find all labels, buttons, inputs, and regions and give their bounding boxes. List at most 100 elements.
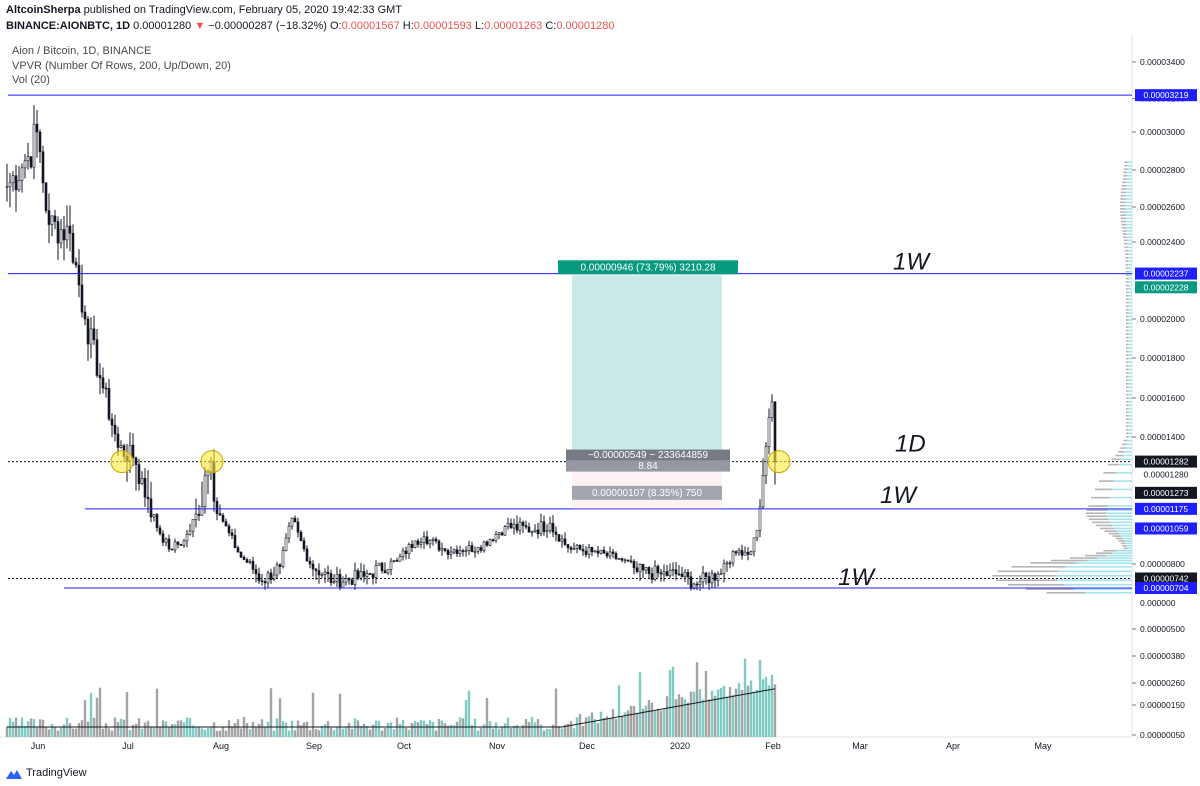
footer-brand[interactable]: TradingView: [26, 767, 87, 779]
volume-bar: [368, 729, 372, 737]
volume-bar: [377, 720, 381, 737]
candle-body: [362, 571, 366, 577]
volume-bar: [533, 722, 537, 737]
volume-profile-up: [1119, 532, 1132, 535]
volume-profile-down: [1120, 542, 1126, 545]
volume-bar: [608, 718, 612, 737]
volume-profile-up: [1128, 319, 1132, 321]
volume-bar: [545, 728, 549, 737]
legend-volume[interactable]: Vol (20): [12, 74, 50, 86]
volume-profile-down: [1123, 236, 1128, 239]
volume-bar: [314, 729, 318, 737]
candle-body: [683, 572, 687, 578]
volume-profile-down: [1120, 217, 1126, 220]
legend-vpvr[interactable]: VPVR (Number Of Rows, 200, Up/Down, 20): [12, 59, 231, 72]
open-value: 0.00001567: [341, 20, 400, 32]
candle-body: [500, 532, 504, 536]
candle-body: [473, 550, 477, 553]
candle-body: [518, 521, 522, 531]
highlight-circle[interactable]: [200, 450, 224, 474]
candle-body: [524, 525, 528, 528]
candle-body: [95, 339, 99, 376]
candle-body: [530, 531, 534, 533]
highlight-circle[interactable]: [767, 450, 791, 474]
candle-body: [548, 522, 552, 532]
volume-profile-up: [1128, 305, 1132, 307]
candle-body: [227, 525, 231, 534]
volume-profile-up: [1128, 253, 1132, 255]
candle-body: [455, 549, 459, 555]
volume-profile-up: [1125, 198, 1132, 200]
volume-profile-up: [1116, 549, 1132, 552]
volume-bar: [410, 722, 414, 737]
price-label-last: 0.00001280: [1144, 470, 1189, 480]
candle-body: [569, 547, 573, 550]
volume-profile-down: [1126, 411, 1129, 414]
volume-bar: [707, 699, 711, 737]
volume-bar: [563, 724, 567, 737]
candle-body: [329, 573, 333, 584]
price-chart[interactable]: 0.00000946 (73.79%) 3210.28 −0.00000549 ~…: [0, 34, 1200, 762]
candle-body: [698, 581, 702, 585]
candle-body: [335, 574, 339, 582]
candle-body: [743, 551, 747, 556]
volume-profile-down: [992, 575, 1056, 577]
candle-body: [740, 550, 744, 556]
volume-profile-up: [1128, 336, 1132, 339]
volume-profile-down: [1085, 554, 1107, 557]
volume-bar: [521, 725, 525, 737]
volume-profile-up: [1127, 246, 1132, 249]
highlight-circle[interactable]: [110, 450, 134, 474]
down-arrow-icon: ▼: [194, 20, 206, 32]
volume-bar: [158, 727, 162, 737]
candle-body: [161, 533, 165, 543]
volume-profile-down: [1124, 253, 1129, 255]
volume-profile-down: [1095, 524, 1113, 527]
volume-bar: [758, 659, 762, 737]
candle-body: [374, 565, 378, 578]
volume-bar: [152, 727, 156, 737]
candle-body: [269, 572, 273, 580]
volume-profile-up: [1128, 308, 1132, 311]
volume-profile-down: [1124, 246, 1128, 249]
publisher-name[interactable]: AltcoinSherpa: [6, 4, 81, 16]
volume-profile-down: [1126, 375, 1129, 378]
volume-profile-down: [1011, 566, 1066, 568]
candle-body: [656, 565, 660, 574]
candle-body: [62, 229, 66, 241]
volume-bar: [26, 721, 30, 737]
volume-profile-up: [1128, 270, 1132, 273]
volume-profile-down: [1125, 319, 1129, 321]
candle-body: [278, 564, 282, 567]
volume-profile-up: [1125, 214, 1132, 216]
volume-profile-up: [1128, 393, 1132, 396]
candle-body: [734, 551, 738, 554]
volume-profile-down: [1096, 552, 1113, 554]
target-zone[interactable]: [572, 275, 722, 462]
candle-body: [65, 225, 69, 241]
candle-body: [431, 538, 435, 541]
volume-bar: [593, 719, 597, 737]
candle-body: [287, 525, 291, 539]
volume-profile-down: [1086, 509, 1107, 511]
volume-profile-down: [1126, 361, 1129, 363]
volume-bar: [353, 718, 357, 737]
volume-bar: [719, 687, 723, 737]
volume-bar: [38, 719, 42, 737]
volume-profile-down: [1115, 454, 1123, 457]
volume-bar: [56, 730, 60, 737]
volume-profile-up: [1116, 472, 1132, 474]
volume-profile-up: [1127, 249, 1132, 252]
legend-symbol[interactable]: Aion / Bitcoin, 1D, BINANCE: [12, 45, 152, 57]
volume-profile-up: [1108, 518, 1132, 521]
volume-profile-down: [1107, 463, 1119, 466]
volume-profile-up: [1126, 223, 1132, 226]
candle-body: [572, 548, 576, 550]
volume-profile-up: [1128, 414, 1132, 417]
candle-body: [704, 572, 708, 577]
volume-bar: [278, 698, 282, 737]
volume-bar: [191, 725, 195, 737]
volume-profile-up: [1126, 184, 1132, 187]
volume-bar: [389, 722, 393, 737]
volume-profile-down: [1120, 208, 1126, 210]
